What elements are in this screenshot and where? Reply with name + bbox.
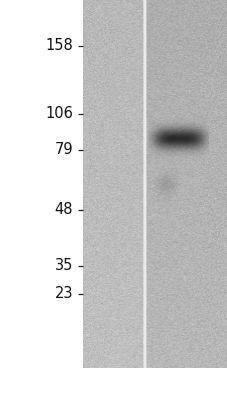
Text: 35: 35: [54, 258, 73, 274]
Text: 23: 23: [54, 286, 73, 302]
Text: 79: 79: [54, 142, 73, 158]
Text: 48: 48: [54, 202, 73, 218]
Text: 106: 106: [45, 106, 73, 122]
Text: 158: 158: [45, 38, 73, 54]
